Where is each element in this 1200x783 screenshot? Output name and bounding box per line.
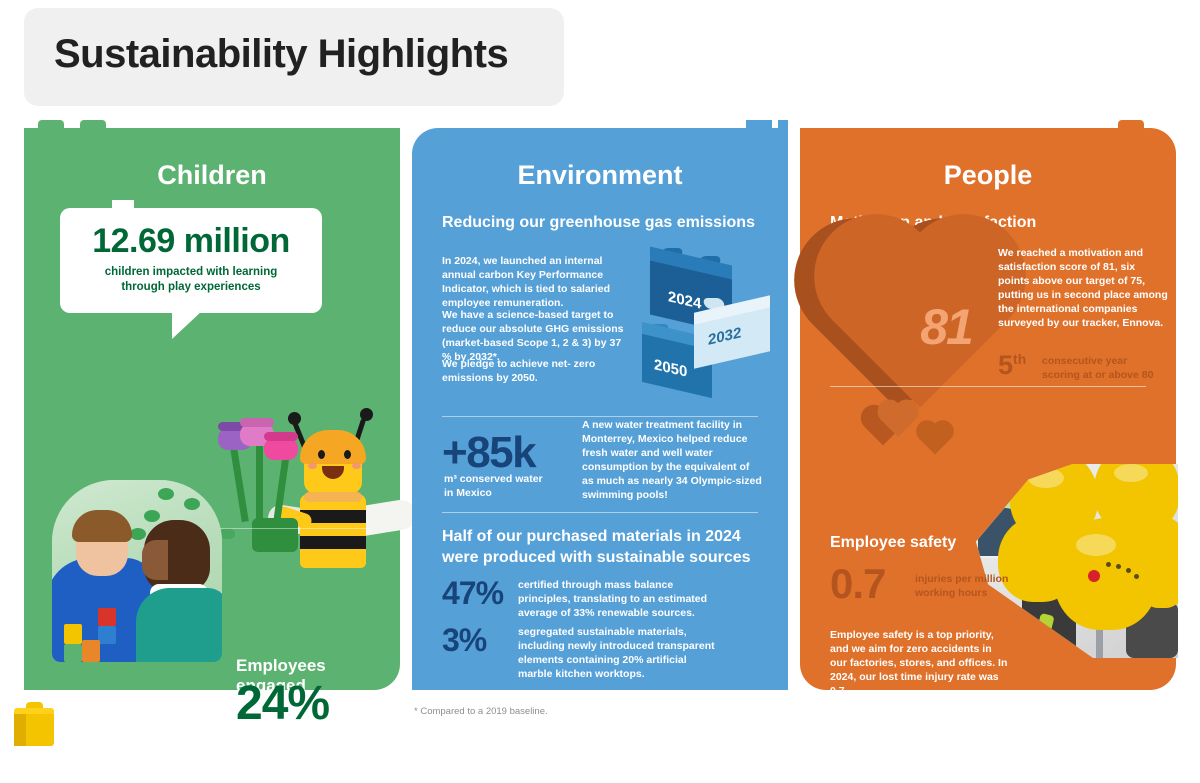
caption-line-1: children impacted with learning — [104, 266, 278, 278]
employees-engaged-body: of our employees participated in volunte… — [237, 738, 417, 783]
environment-divider-2 — [442, 512, 758, 513]
stud-icon — [746, 120, 772, 130]
rank-text-line-2: scoring at or above 80 — [1042, 369, 1154, 381]
materials-stat-2-value: 3% — [442, 622, 487, 658]
safety-stat-line-2: working hours — [915, 587, 988, 599]
lego-studs-children — [24, 120, 400, 137]
materials-title: Half of our purchased materials in 2024 … — [442, 526, 762, 568]
materials-title-line-2: were produced with sustainable sources — [442, 549, 751, 566]
rank-number: 5 — [998, 350, 1014, 380]
bubble-tail — [172, 311, 202, 339]
water-caption-line-2: in Mexico — [444, 487, 492, 499]
materials-stat-1-value: 47% — [442, 575, 504, 611]
children-stat-bubble: 12.69 million children impacted with lea… — [60, 208, 322, 313]
caption-line-2: through play experiences — [121, 281, 261, 293]
safety-stat-line-1: injuries per million — [915, 573, 1009, 585]
employees-engaged-stat: 24% — [236, 677, 330, 730]
environment-panel: Environment Reducing our greenhouse gas … — [412, 120, 788, 690]
water-body-text: A new water treatment facility in Monter… — [582, 419, 762, 501]
lego-studs-environment — [412, 120, 788, 137]
children-stat-caption: children impacted with learning through … — [60, 265, 322, 295]
water-stat-caption: m³ conserved water in Mexico — [444, 472, 584, 500]
stud-icon — [38, 120, 64, 130]
lego-bee-minifigure-icon — [218, 406, 420, 596]
environment-divider-1 — [442, 416, 758, 417]
motivation-body: We reached a motivation and satisfaction… — [998, 247, 1168, 329]
rank-stat: 5th — [998, 350, 1026, 381]
column-environment: Environment Reducing our greenhouse gas … — [412, 120, 788, 690]
safety-body: Employee safety is a top priority, and w… — [830, 629, 1008, 697]
safety-stat-text: injuries per million working hours — [915, 572, 1035, 600]
engaged-line-3: That's over 7,000 colleagues. — [237, 769, 396, 781]
ghg-paragraph-2: We have a science-based target to reduce… — [442, 309, 624, 363]
header-band — [24, 8, 564, 106]
materials-stat-1-text: certified through mass balance principle… — [518, 579, 708, 619]
heart-score-icon: 81 — [812, 232, 1012, 426]
ghg-title: Reducing our greenhouse gas emissions — [442, 214, 755, 231]
children-stat-value: 12.69 million — [92, 222, 290, 260]
children-panel: Children 12.69 million children impacted… — [24, 120, 419, 781]
bubble-stud-icon — [112, 200, 134, 210]
people-panel: People Motivation and satisfaction 81 We… — [800, 120, 1178, 697]
people-divider — [830, 386, 1146, 387]
rank-text: consecutive year scoring at or above 80 — [1042, 354, 1172, 382]
safety-title: Employee safety — [830, 534, 957, 551]
ghg-paragraph-3: We pledge to achieve net- zero emissions… — [442, 358, 596, 384]
mini-heart-icon — [911, 415, 959, 455]
page-title: Sustainability Highlights — [54, 32, 509, 76]
ghg-paragraph-1: In 2024, we launched an internal annual … — [442, 255, 611, 309]
stud-icon — [80, 120, 106, 130]
safety-stat-value: 0.7 — [830, 560, 886, 607]
employees-engaged-label: Employees engaged — [236, 656, 326, 695]
people-heading: People — [943, 160, 1033, 190]
children-heading: Children — [157, 160, 267, 190]
engaged-line-2: in volunteering activities. — [237, 754, 376, 766]
yellow-lego-brick-icon — [12, 702, 56, 746]
column-people: People Motivation and satisfaction 81 We… — [800, 120, 1178, 697]
footnote: * Compared to a 2019 baseline. — [414, 706, 548, 717]
rank-text-line-1: consecutive year — [1042, 355, 1128, 367]
lego-bricks-years-icon: 2024 2050 2032 — [642, 240, 782, 400]
materials-title-line-1: Half of our purchased materials in 2024 — [442, 528, 741, 545]
stud-icon — [778, 120, 788, 130]
column-children: Children 12.69 million children impacted… — [24, 120, 419, 781]
stud-icon — [1118, 120, 1144, 130]
rank-suffix: th — [1013, 351, 1027, 367]
water-stat-value: +85k — [442, 428, 537, 477]
leaf-icon — [220, 528, 235, 539]
materials-stat-2-text: segregated sustainable materials, includ… — [518, 626, 715, 680]
heart-score-value: 81 — [920, 299, 974, 355]
lego-studs-people — [800, 120, 1176, 137]
children-photo — [52, 480, 222, 662]
engaged-line-1: of our employees participated — [237, 739, 401, 751]
environment-heading: Environment — [517, 160, 683, 190]
water-caption-line-1: m³ conserved water — [444, 473, 543, 485]
